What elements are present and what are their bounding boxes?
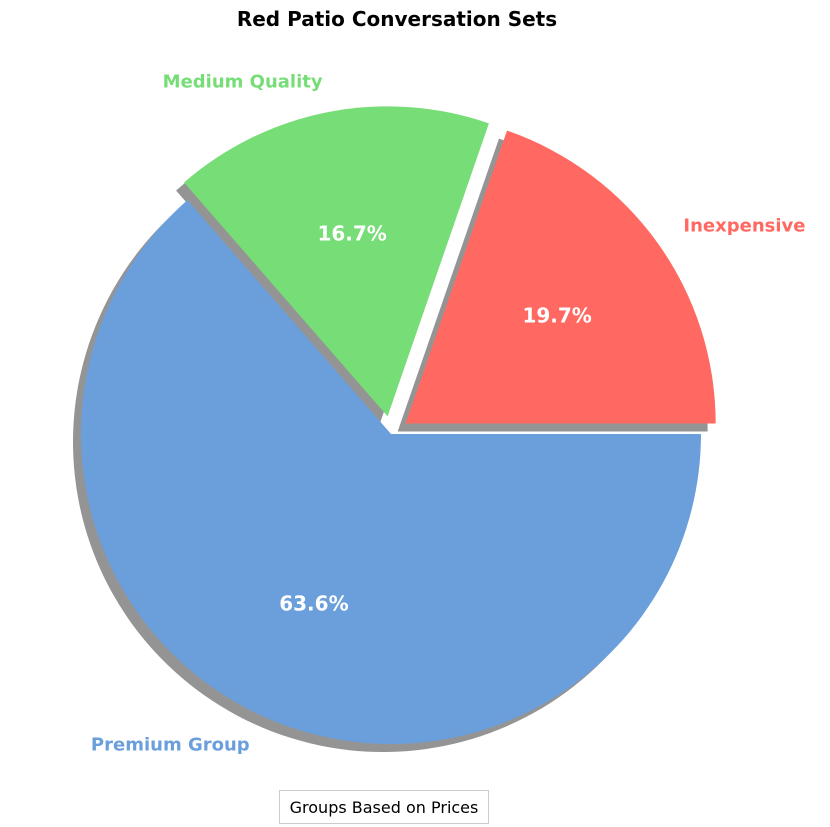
percent-label-inexpensive: 19.7% [522, 304, 591, 328]
category-label-medium-quality: Medium Quality [163, 72, 323, 93]
category-label-premium-group: Premium Group [91, 734, 250, 755]
pie-labels: 19.7% Inexpensive 16.7% Medium Quality 63.6%… [91, 72, 806, 756]
percent-label-medium-quality: 16.7% [317, 222, 386, 246]
chart-title: Red Patio Conversation Sets [237, 7, 557, 31]
category-label-inexpensive: Inexpensive [683, 216, 805, 237]
slice-medium-quality [184, 106, 489, 417]
legend-title: Groups Based on Prices [289, 797, 479, 817]
percent-label-premium-group: 63.6% [279, 591, 348, 615]
slice-premium-group [81, 200, 702, 745]
legend: Groups Based on Prices [279, 790, 489, 824]
pie-slices [81, 106, 716, 745]
slice-inexpensive [405, 130, 716, 424]
